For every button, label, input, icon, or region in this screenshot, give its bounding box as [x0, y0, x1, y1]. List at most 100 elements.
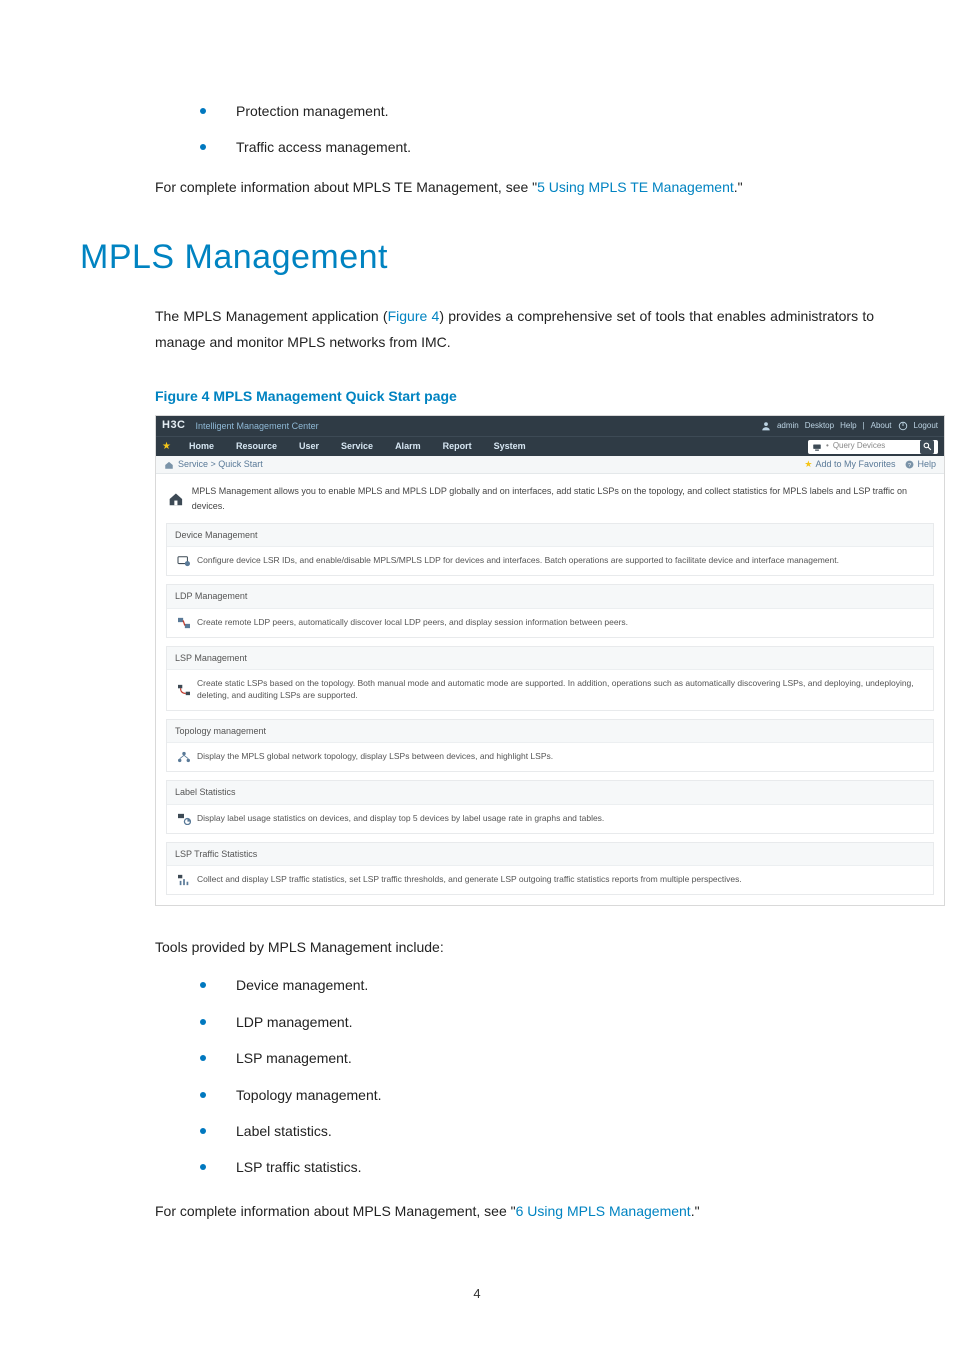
traffic-stats-icon[interactable] — [177, 874, 191, 886]
tools-intro: Tools provided by MPLS Management includ… — [155, 936, 874, 958]
mpls-info-paragraph: For complete information about MPLS Mana… — [155, 1199, 874, 1224]
house-icon — [168, 492, 184, 506]
list-item: Traffic access management. — [200, 136, 874, 158]
tools-bullet-list: Device management. LDP management. LSP m… — [200, 974, 874, 1178]
te-info-paragraph: For complete information about MPLS TE M… — [155, 175, 874, 200]
bullet-icon — [200, 1019, 206, 1025]
bullet-icon — [200, 1128, 206, 1134]
device-mgmt-icon[interactable] — [177, 555, 191, 567]
logout-icon[interactable] — [898, 421, 908, 431]
svg-text:?: ? — [908, 463, 911, 469]
app-header: H3C Intelligent Management Center admin … — [156, 416, 944, 436]
bullet-text: LSP traffic statistics. — [236, 1156, 362, 1178]
desktop-link[interactable]: Desktop — [805, 420, 834, 433]
page-number: 4 — [80, 1284, 874, 1305]
search-input[interactable]: • Query Devices — [808, 440, 938, 454]
nav-report[interactable]: Report — [443, 439, 472, 453]
bullet-text: LDP management. — [236, 1011, 352, 1033]
top-bullet-list: Protection management. Traffic access ma… — [200, 100, 874, 159]
search-icon[interactable] — [920, 440, 934, 454]
help-link[interactable]: Help — [917, 457, 936, 471]
text: ." — [734, 179, 743, 195]
figure-screenshot: H3C Intelligent Management Center admin … — [155, 415, 945, 906]
list-item: LDP management. — [200, 1011, 874, 1033]
section-body: Display the MPLS global network topology… — [197, 751, 553, 763]
text: For complete information about MPLS Mana… — [155, 1203, 516, 1219]
link-te-management[interactable]: 5 Using MPLS TE Management — [537, 179, 734, 195]
section-body: Create static LSPs based on the topology… — [197, 678, 923, 702]
breadcrumb-path[interactable]: Service > Quick Start — [178, 457, 263, 471]
section-label-statistics: Label Statistics Display label usage sta… — [166, 780, 934, 833]
bullet-text: Device management. — [236, 974, 368, 996]
home-icon[interactable] — [164, 460, 174, 470]
list-item: Device management. — [200, 974, 874, 996]
breadcrumb-bar: Service > Quick Start ★ Add to My Favori… — [156, 456, 944, 474]
brand-subtitle: Intelligent Management Center — [196, 419, 319, 433]
device-icon — [812, 442, 822, 452]
main-nav: ★ Home Resource User Service Alarm Repor… — [156, 436, 944, 456]
about-link[interactable]: About — [871, 420, 892, 433]
text: The MPLS Management application ( — [155, 308, 388, 324]
link-mpls-management[interactable]: 6 Using MPLS Management — [516, 1203, 691, 1219]
header-right-tools: admin Desktop Help | About Logout — [761, 420, 938, 433]
list-item: LSP traffic statistics. — [200, 1156, 874, 1178]
topology-icon[interactable] — [177, 751, 191, 763]
section-title: Topology management — [167, 720, 933, 743]
section-title: LSP Traffic Statistics — [167, 843, 933, 866]
section-device-management: Device Management Configure device LSR I… — [166, 523, 934, 576]
bullet-icon — [200, 1055, 206, 1061]
bullet-text: Topology management. — [236, 1084, 382, 1106]
help-link[interactable]: Help — [840, 420, 856, 433]
section-body: Collect and display LSP traffic statisti… — [197, 874, 742, 886]
intro-text: MPLS Management allows you to enable MPL… — [192, 484, 932, 513]
nav-system[interactable]: System — [494, 439, 526, 453]
page-title: MPLS Management — [80, 230, 874, 284]
search-placeholder: Query Devices — [833, 440, 885, 453]
bullet-icon — [200, 1164, 206, 1170]
quick-start-intro: MPLS Management allows you to enable MPL… — [156, 474, 944, 523]
section-ldp-management: LDP Management Create remote LDP peers, … — [166, 584, 934, 637]
text: ." — [691, 1203, 700, 1219]
link-figure-4[interactable]: Figure 4 — [388, 308, 440, 324]
section-body: Display label usage statistics on device… — [197, 813, 604, 825]
section-body: Configure device LSR IDs, and enable/dis… — [197, 555, 839, 567]
star-icon[interactable]: ★ — [804, 457, 812, 471]
logout-link[interactable]: Logout — [914, 420, 938, 433]
lsp-icon[interactable] — [177, 684, 191, 696]
brand-logo: H3C — [162, 417, 186, 435]
section-title: Label Statistics — [167, 781, 933, 804]
text: For complete information about MPLS TE M… — [155, 179, 537, 195]
bullet-icon — [200, 982, 206, 988]
bullet-text: Protection management. — [236, 100, 389, 122]
nav-alarm[interactable]: Alarm — [395, 439, 421, 453]
nav-resource[interactable]: Resource — [236, 439, 277, 453]
section-title: LSP Management — [167, 647, 933, 670]
section-topology-management: Topology management Display the MPLS glo… — [166, 719, 934, 772]
bullet-icon — [200, 1092, 206, 1098]
section-lsp-management: LSP Management Create static LSPs based … — [166, 646, 934, 711]
figure-caption: Figure 4 MPLS Management Quick Start pag… — [155, 385, 874, 407]
bullet-icon — [200, 144, 206, 150]
nav-user[interactable]: User — [299, 439, 319, 453]
bullet-text: Traffic access management. — [236, 136, 411, 158]
bullet-text: Label statistics. — [236, 1120, 332, 1142]
section-body: Create remote LDP peers, automatically d… — [197, 617, 628, 629]
intro-paragraph: The MPLS Management application (Figure … — [155, 304, 874, 354]
ldp-icon[interactable] — [177, 617, 191, 629]
list-item: LSP management. — [200, 1047, 874, 1069]
list-item: Label statistics. — [200, 1120, 874, 1142]
list-item: Protection management. — [200, 100, 874, 122]
favorites-star-icon[interactable]: ★ — [162, 439, 171, 455]
section-lsp-traffic-statistics: LSP Traffic Statistics Collect and displ… — [166, 842, 934, 895]
section-title: LDP Management — [167, 585, 933, 608]
bullet-text: LSP management. — [236, 1047, 352, 1069]
label-stats-icon[interactable] — [177, 813, 191, 825]
user-icon — [761, 421, 771, 431]
list-item: Topology management. — [200, 1084, 874, 1106]
add-favorites-link[interactable]: Add to My Favorites — [815, 457, 895, 471]
bullet-icon — [200, 108, 206, 114]
nav-home[interactable]: Home — [189, 439, 214, 453]
admin-label[interactable]: admin — [777, 420, 799, 433]
help-icon[interactable]: ? — [905, 460, 914, 469]
nav-service[interactable]: Service — [341, 439, 373, 453]
